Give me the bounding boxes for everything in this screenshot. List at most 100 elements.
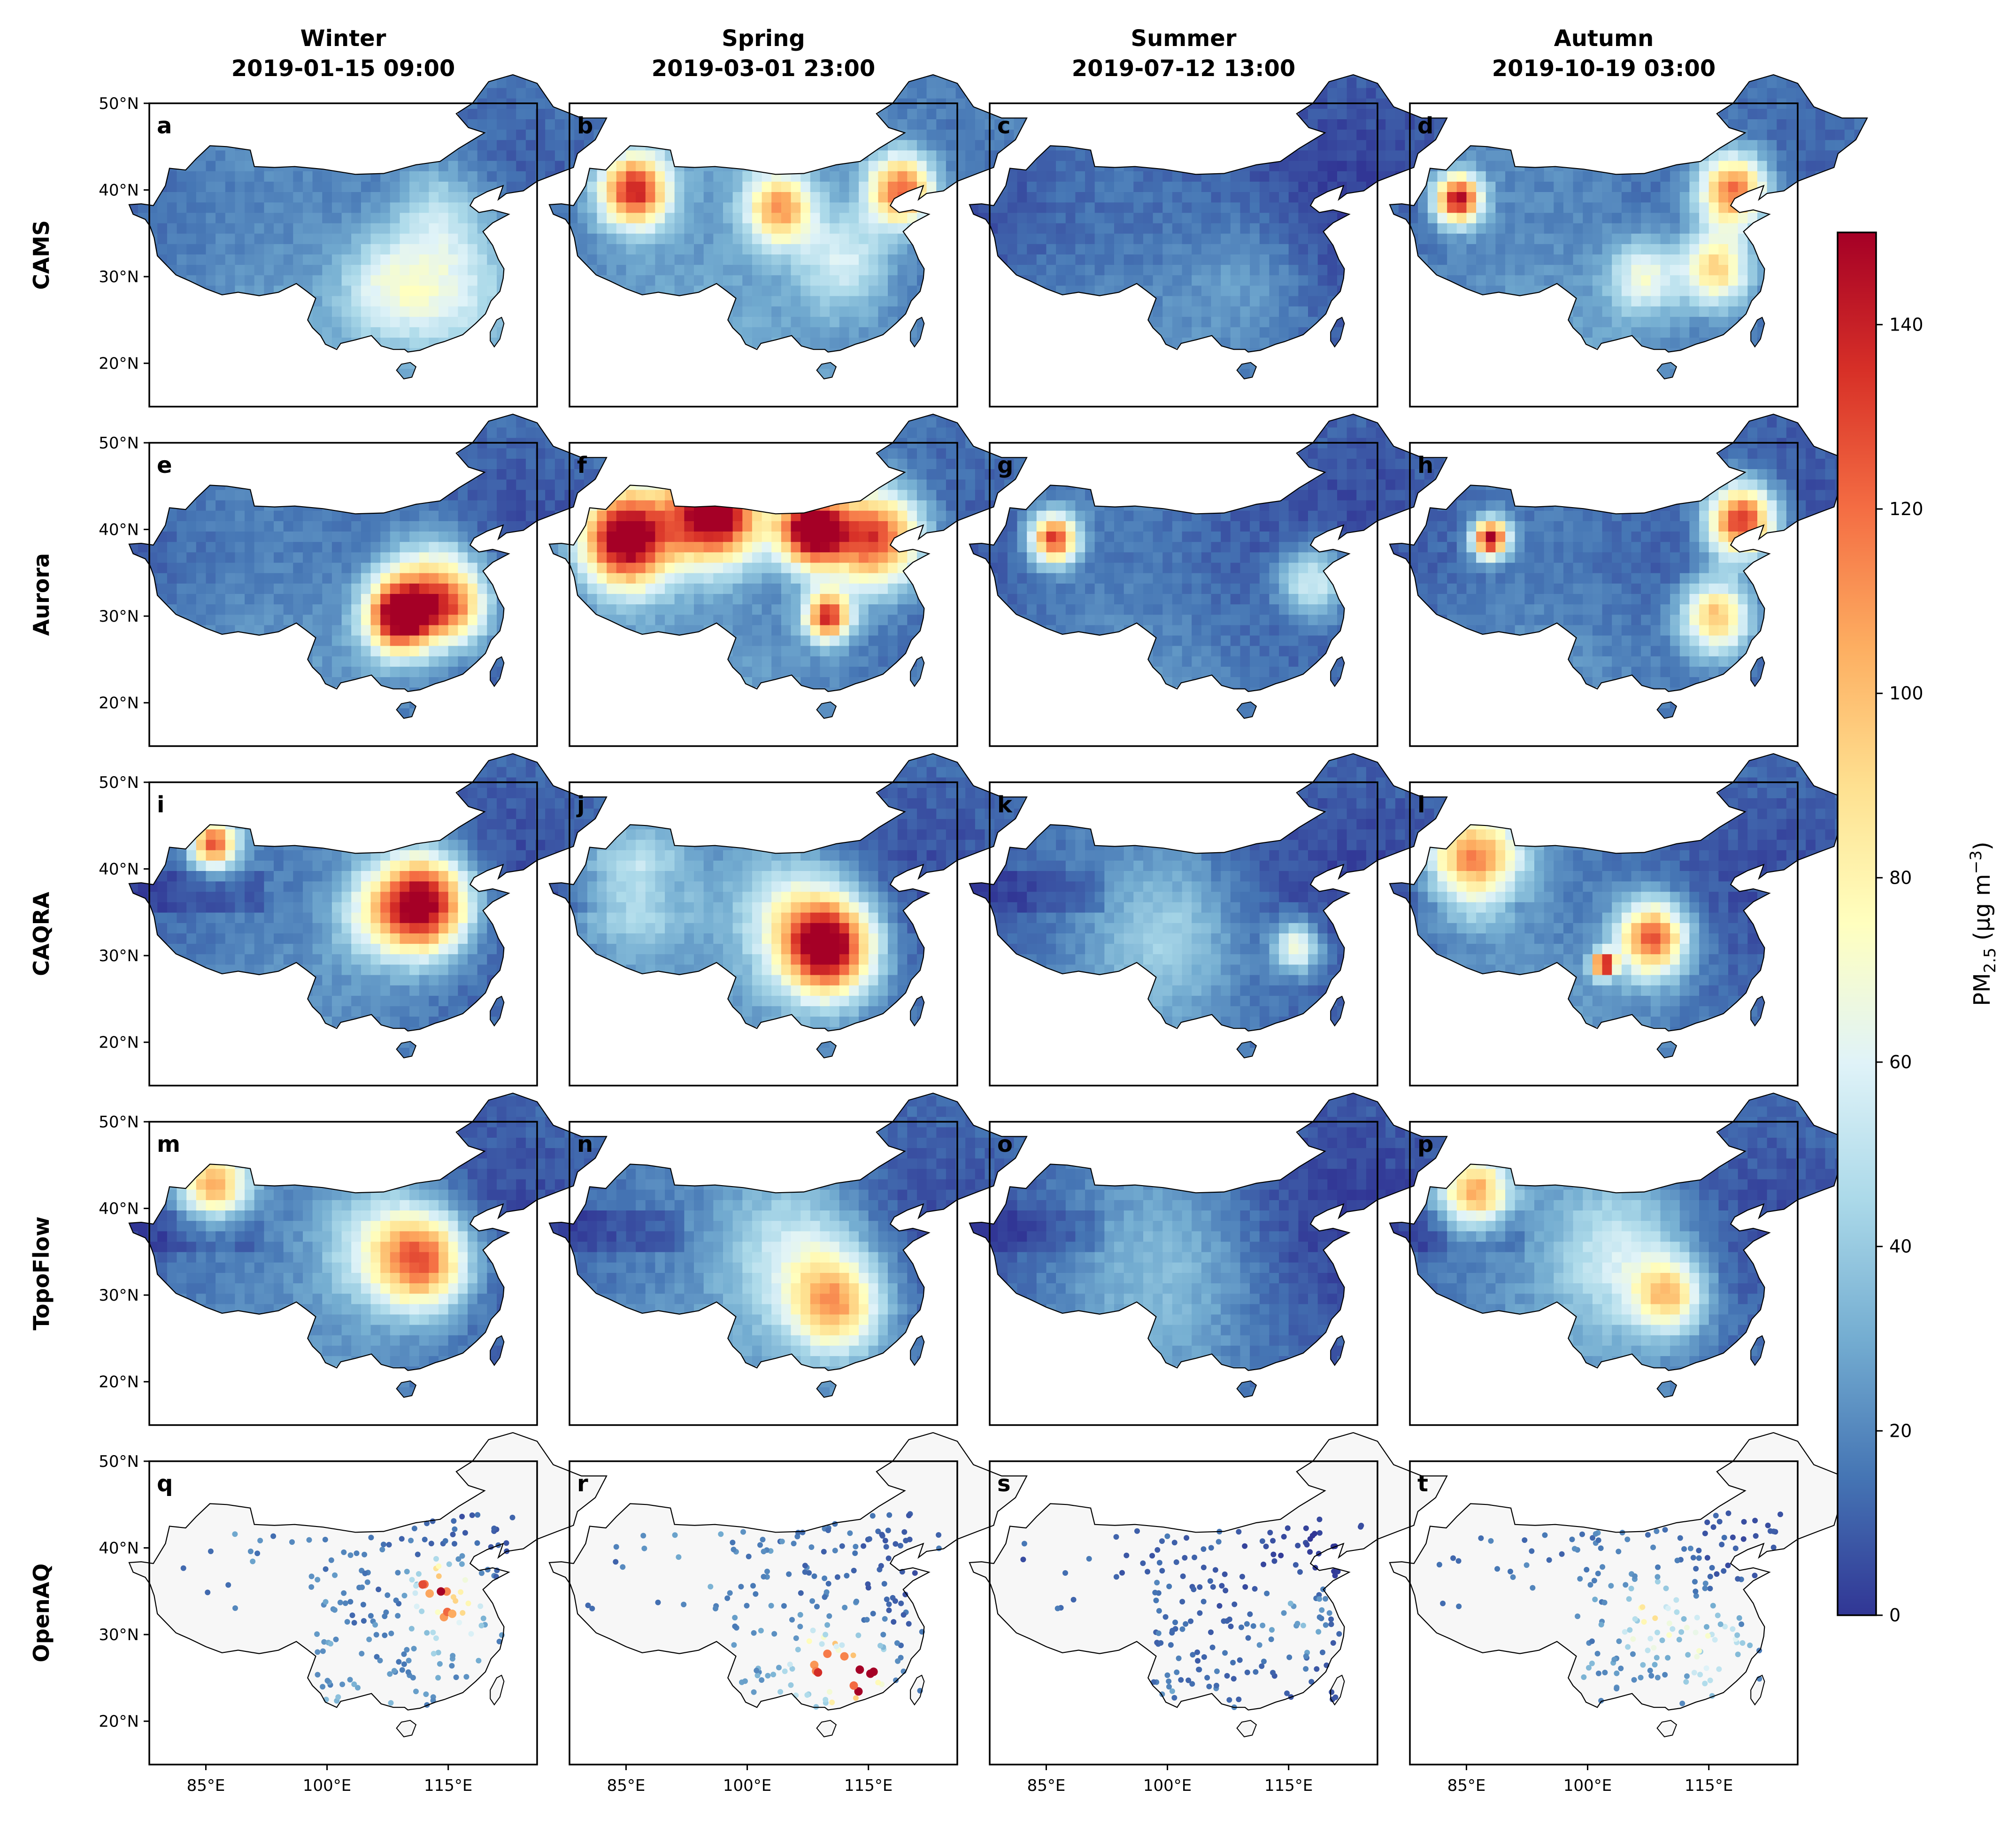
field-cell: [1699, 160, 1709, 171]
field-cell: [312, 604, 323, 615]
field-cell: [225, 150, 236, 161]
field-cell: [597, 202, 607, 213]
field-cell: [1279, 192, 1289, 203]
field-cell: [1123, 181, 1134, 192]
field-cell: [497, 414, 507, 417]
field-cell: [1230, 192, 1241, 203]
field-cell: [245, 181, 255, 192]
field-cell: [1777, 77, 1787, 88]
field-cell: [370, 562, 381, 573]
field-cell: [1027, 531, 1037, 542]
field-cell: [587, 562, 598, 573]
field-cell: [1172, 541, 1183, 553]
field-cell: [1065, 244, 1076, 254]
field-cell: [497, 77, 507, 88]
field-cell: [888, 233, 898, 244]
field-cell: [545, 139, 555, 151]
field-cell: [1192, 254, 1202, 265]
field-cell: [245, 531, 255, 542]
field-cell: [810, 192, 821, 203]
field-cell: [1279, 531, 1289, 542]
field-cell: [477, 635, 488, 646]
field-cell: [1777, 108, 1787, 119]
field-cell: [429, 635, 439, 646]
field-cell: [820, 562, 830, 573]
field-cell: [331, 614, 342, 625]
field-cell: [878, 510, 888, 521]
field-cell: [419, 583, 430, 594]
field-cell: [458, 192, 468, 203]
field-cell: [477, 521, 488, 532]
field-cell: [868, 295, 879, 307]
field-cell: [897, 160, 908, 171]
field-cell: [400, 677, 410, 688]
field-cell: [468, 181, 478, 192]
field-cell: [264, 594, 274, 605]
field-cell: [274, 583, 284, 594]
field-cell: [1201, 181, 1212, 192]
field-cell: [791, 254, 801, 265]
field-cell: [1505, 254, 1516, 265]
field-cell: [1337, 414, 1347, 417]
field-cell: [810, 233, 821, 244]
column-title-season: Autumn: [1554, 25, 1654, 52]
field-cell: [506, 171, 516, 182]
field-cell: [206, 150, 216, 161]
field-cell: [1153, 264, 1163, 276]
field-cell: [1485, 233, 1496, 244]
field-cell: [293, 264, 303, 276]
field-cell: [732, 552, 743, 563]
field-cell: [907, 275, 917, 286]
field-cell: [1308, 510, 1318, 521]
field-cell: [1201, 645, 1212, 656]
field-cell: [361, 541, 371, 553]
field-cell: [1192, 572, 1202, 584]
field-cell: [157, 594, 168, 605]
field-cell: [167, 594, 177, 605]
field-cell: [1308, 500, 1318, 511]
field-cell: [157, 583, 168, 594]
field-cell: [1017, 510, 1027, 521]
field-cell: [839, 510, 850, 521]
field-cell: [303, 572, 313, 584]
field-cell: [274, 500, 284, 511]
field-cell: [1298, 295, 1308, 307]
field-cell: [1288, 160, 1299, 171]
field-cell: [429, 572, 439, 584]
field-cell: [732, 541, 743, 553]
field-cell: [587, 275, 598, 286]
field-cell: [1495, 275, 1506, 286]
field-cell: [1699, 254, 1709, 265]
field-cell: [1573, 285, 1583, 296]
field-cell: [1036, 160, 1047, 171]
field-cell: [1250, 192, 1260, 203]
field-cell: [752, 181, 762, 192]
field-cell: [674, 264, 685, 276]
field-cell: [830, 677, 840, 688]
field-cell: [1485, 244, 1496, 254]
field-cell: [380, 645, 391, 656]
field-cell: [1621, 233, 1632, 244]
field-cell: [331, 275, 342, 286]
field-cell: [584, 458, 594, 470]
field-cell: [535, 108, 546, 119]
pm25-field: [549, 414, 1027, 718]
field-cell: [1777, 129, 1787, 140]
field-cell: [868, 583, 879, 594]
field-cell: [1699, 285, 1709, 296]
field-cell: [946, 510, 956, 521]
field-cell: [1621, 192, 1632, 203]
field-cell: [1298, 541, 1308, 553]
field-cell: [1534, 181, 1545, 192]
field-cell: [458, 254, 468, 265]
field-cell: [1288, 275, 1299, 286]
field-cell: [525, 510, 536, 521]
field-cell: [1046, 510, 1056, 521]
field-cell: [186, 594, 197, 605]
field-cell: [1056, 150, 1066, 161]
field-cell: [810, 541, 821, 553]
field-cell: [1123, 604, 1134, 615]
field-cell: [897, 254, 908, 265]
field-cell: [1641, 244, 1651, 254]
field-cell: [1162, 306, 1173, 317]
